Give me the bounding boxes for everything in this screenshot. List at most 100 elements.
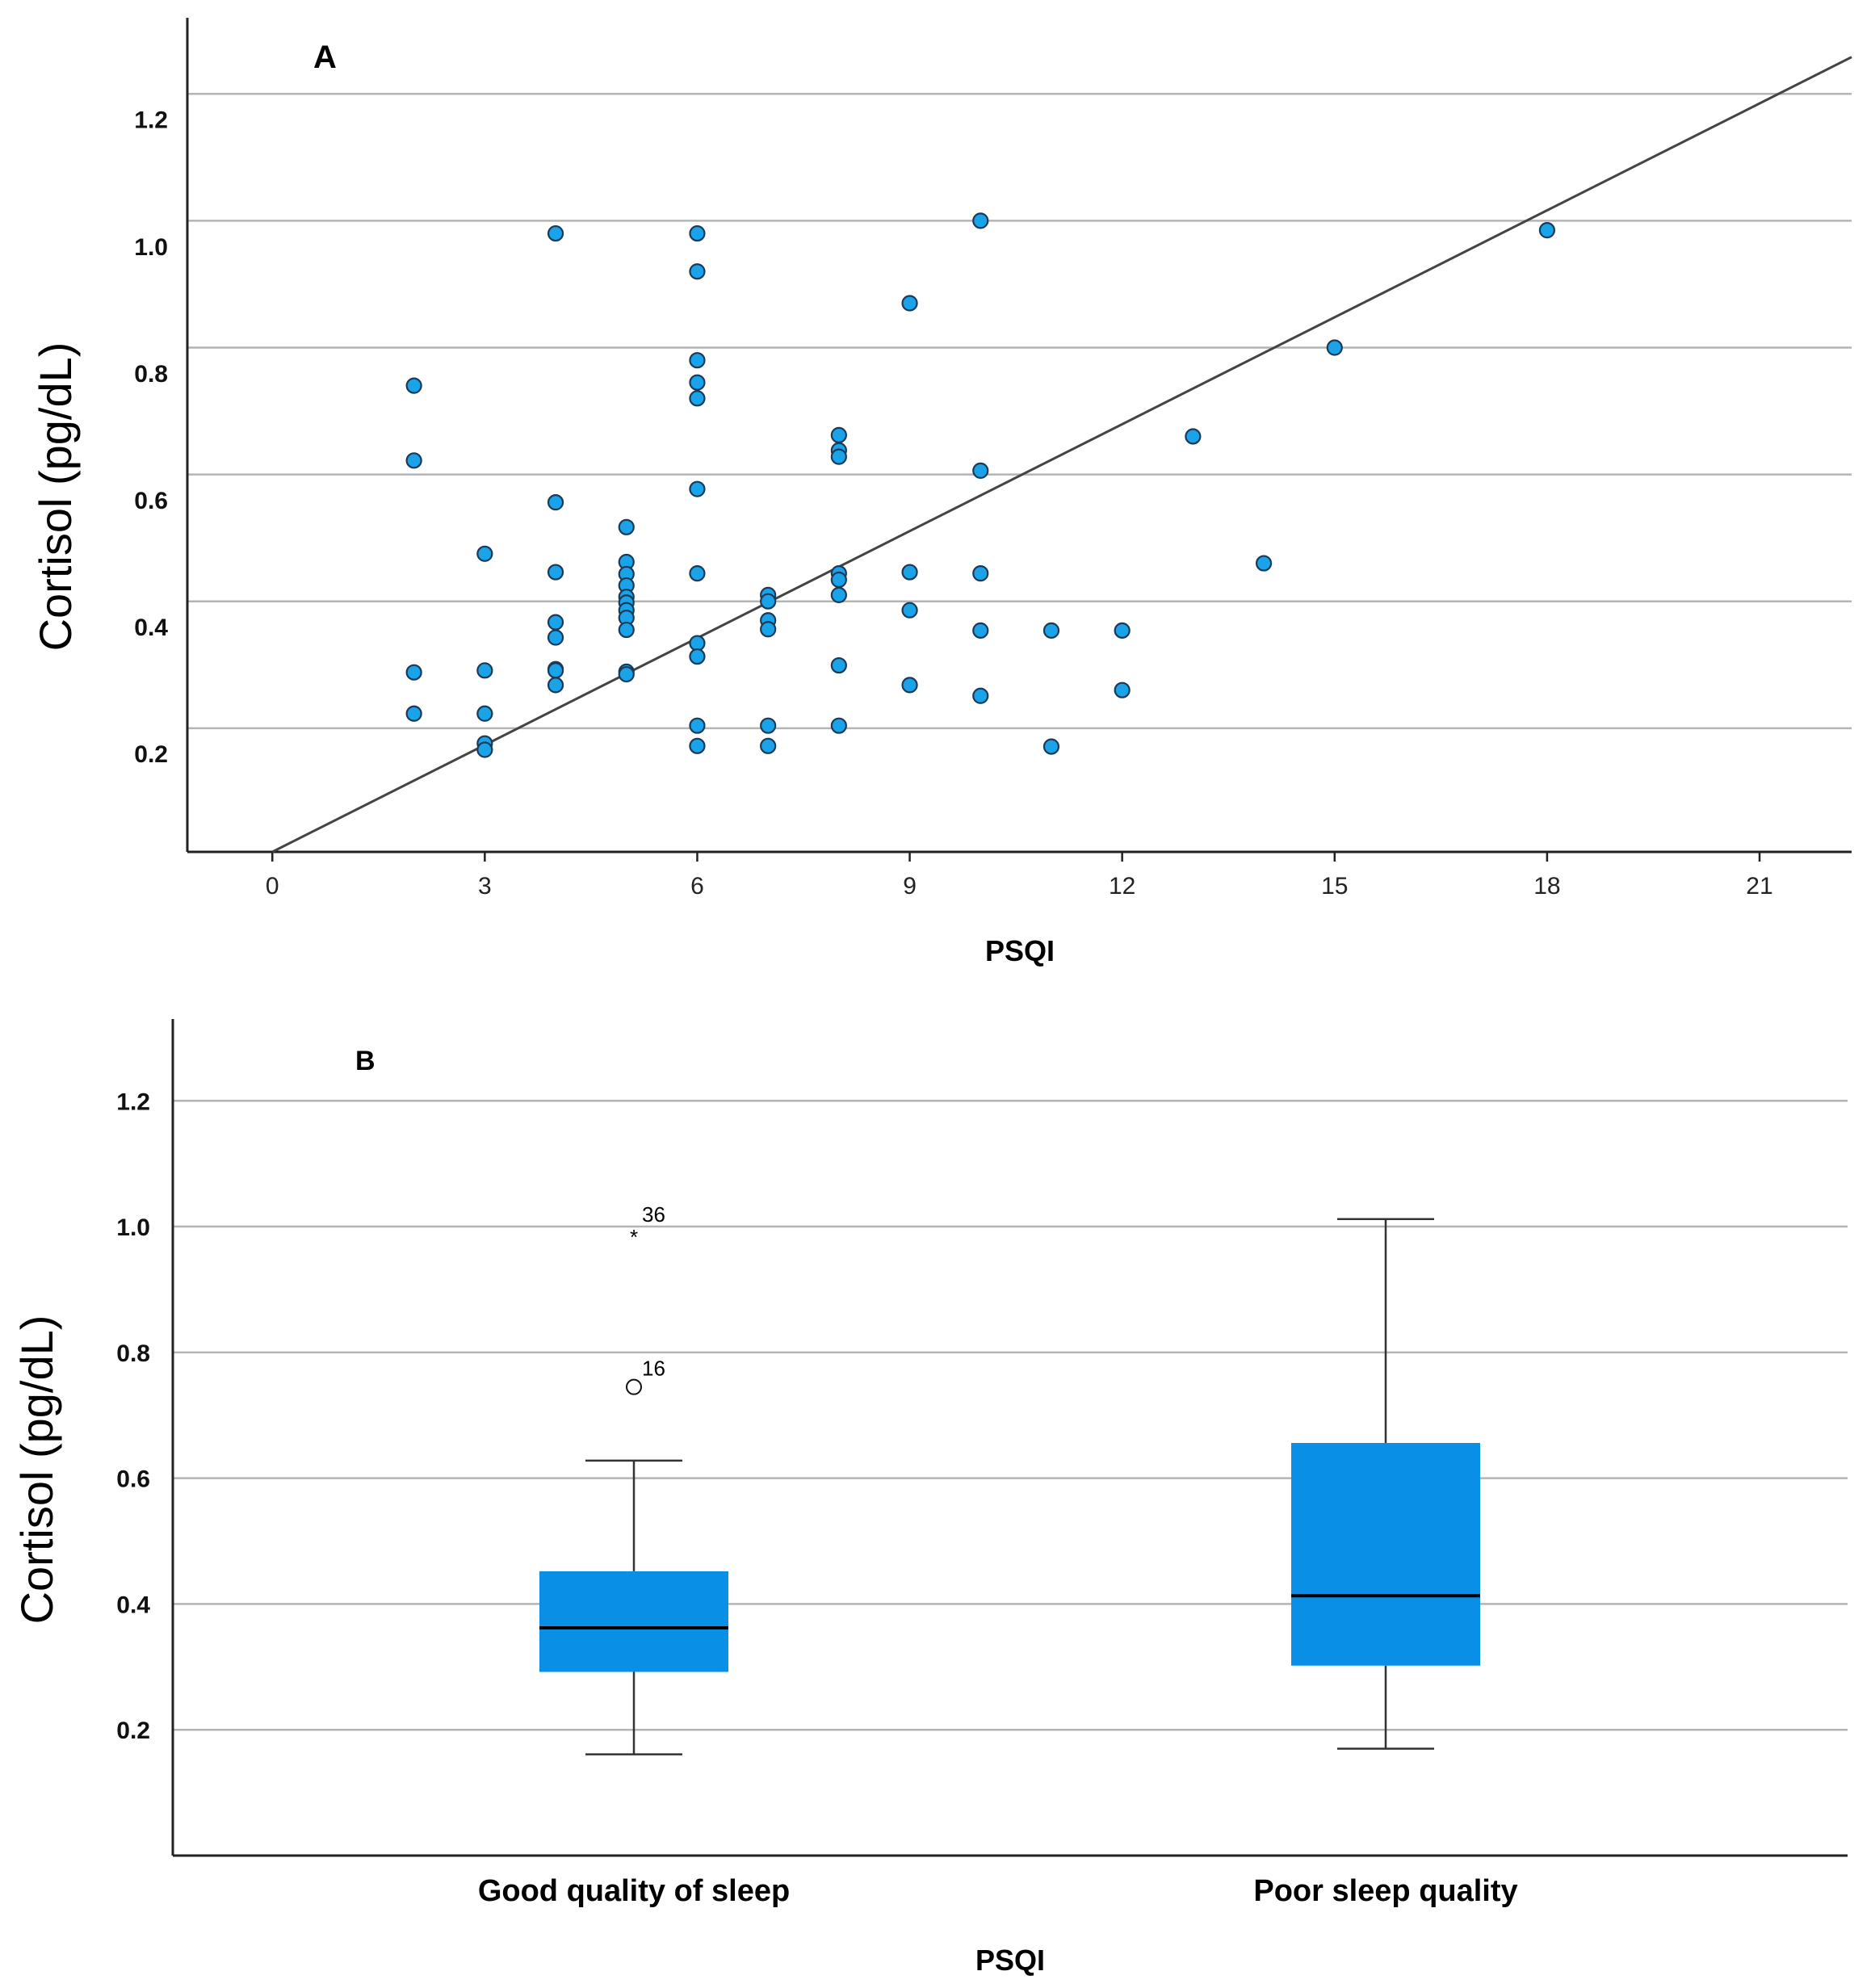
data-point <box>476 705 493 722</box>
x-tick-label: 3 <box>478 873 492 900</box>
panel-b-gridlines <box>173 1100 1848 1731</box>
data-point <box>547 614 564 631</box>
panel-b-boxplot: 0.2 0.4 0.6 0.8 1.0 1.2 16 *36 B Good quality … <box>11 1019 1848 1977</box>
panel-a-x-axis-title: PSQI <box>985 934 1055 967</box>
data-point <box>830 717 847 734</box>
category-label-poor-sleep: Poor sleep quality <box>1253 1874 1517 1908</box>
panel-b-x-axis-title: PSQI <box>975 1944 1045 1977</box>
outlier-star: * <box>630 1225 638 1249</box>
data-point <box>689 374 706 391</box>
x-tick-label: 21 <box>1746 873 1772 900</box>
data-point <box>760 621 777 638</box>
data-point <box>689 717 706 734</box>
y-tick-label: 0.2 <box>134 741 168 768</box>
data-point <box>972 687 989 704</box>
data-point <box>1255 555 1273 572</box>
y-tick-label: 0.8 <box>134 361 168 388</box>
data-point <box>405 452 422 469</box>
data-point <box>1538 222 1555 239</box>
data-point <box>689 648 706 665</box>
panel-a-label: A <box>313 40 337 75</box>
outlier-circle <box>626 1378 642 1395</box>
iqr-box <box>1291 1443 1480 1666</box>
data-point <box>1114 682 1131 698</box>
data-point <box>1326 339 1343 356</box>
data-point <box>689 737 706 754</box>
data-point <box>547 662 564 679</box>
y-tick-label: 1.0 <box>116 1214 150 1241</box>
data-point <box>618 518 635 535</box>
data-point <box>830 656 847 674</box>
data-point <box>547 224 564 242</box>
y-tick-label: 0.4 <box>134 614 168 641</box>
y-tick-label: 1.2 <box>134 107 168 134</box>
data-point <box>830 586 847 603</box>
y-tick-label: 0.6 <box>116 1466 150 1493</box>
data-point <box>689 635 706 652</box>
data-point <box>618 665 635 683</box>
outlier-label: 36 <box>642 1202 665 1227</box>
x-tick-label: 6 <box>690 873 704 900</box>
data-point <box>689 352 706 369</box>
y-tick-label: 0.2 <box>116 1717 150 1744</box>
data-point <box>689 263 706 280</box>
data-point <box>760 593 777 610</box>
panel-a-fit-line <box>271 56 1852 853</box>
category-label-good-sleep: Good quality of sleep <box>478 1874 790 1908</box>
data-point <box>1114 622 1131 639</box>
data-point <box>901 602 918 619</box>
data-point <box>689 390 706 407</box>
data-point <box>830 448 847 465</box>
x-tick-label: 0 <box>266 873 279 900</box>
panel-a-points <box>405 212 1555 758</box>
data-point <box>901 295 918 312</box>
data-point <box>618 621 635 639</box>
data-point <box>972 622 989 639</box>
data-point <box>972 462 989 479</box>
y-tick-label: 0.4 <box>116 1592 150 1618</box>
panel-a-y-ticks: 0.2 0.4 0.6 0.8 1.0 1.2 <box>134 107 168 769</box>
data-point <box>1042 622 1060 639</box>
data-point <box>476 545 493 562</box>
data-point <box>760 737 777 754</box>
data-point <box>1185 428 1202 445</box>
panel-b-label: B <box>355 1046 375 1076</box>
data-point <box>547 677 564 694</box>
data-point <box>760 717 777 734</box>
y-tick-label: 1.0 <box>134 234 168 261</box>
data-point <box>830 426 847 443</box>
y-tick-label: 0.8 <box>116 1340 150 1367</box>
data-point <box>476 741 493 758</box>
data-point <box>476 662 493 679</box>
data-point <box>405 664 422 681</box>
data-point <box>689 224 706 242</box>
panel-a-scatter: 0 3 6 9 12 15 18 21 0.2 0.4 0.6 0.8 1.0 1.2 A PSQI C… <box>30 18 1852 967</box>
y-tick-label: 1.2 <box>116 1088 150 1115</box>
data-point <box>972 212 989 229</box>
data-point <box>405 377 422 394</box>
x-tick-label: 18 <box>1533 873 1560 900</box>
x-tick-label: 12 <box>1109 873 1135 900</box>
iqr-box <box>539 1571 728 1672</box>
data-point <box>547 494 564 511</box>
data-point <box>689 480 706 497</box>
data-point <box>547 564 564 581</box>
x-tick-label: 9 <box>903 873 917 900</box>
x-tick-label: 15 <box>1321 873 1348 900</box>
panel-b-boxes: 16 *36 <box>539 1202 1480 1755</box>
panel-b-y-ticks: 0.2 0.4 0.6 0.8 1.0 1.2 <box>116 1088 150 1744</box>
data-point <box>901 677 918 694</box>
data-point <box>405 705 422 722</box>
data-point <box>901 564 918 581</box>
panel-a-gridlines <box>187 93 1852 730</box>
data-point <box>547 629 564 646</box>
data-point <box>972 565 989 582</box>
panel-a-x-ticks: 0 3 6 9 12 15 18 21 <box>266 852 1773 900</box>
panel-a-y-axis-title: Cortisol (pg/dL) <box>30 342 81 652</box>
y-tick-label: 0.6 <box>134 488 168 514</box>
data-point <box>689 565 706 582</box>
outlier-label: 16 <box>642 1357 665 1381</box>
data-point <box>1042 738 1060 755</box>
panel-b-y-axis-title: Cortisol (pg/dL) <box>11 1315 62 1625</box>
